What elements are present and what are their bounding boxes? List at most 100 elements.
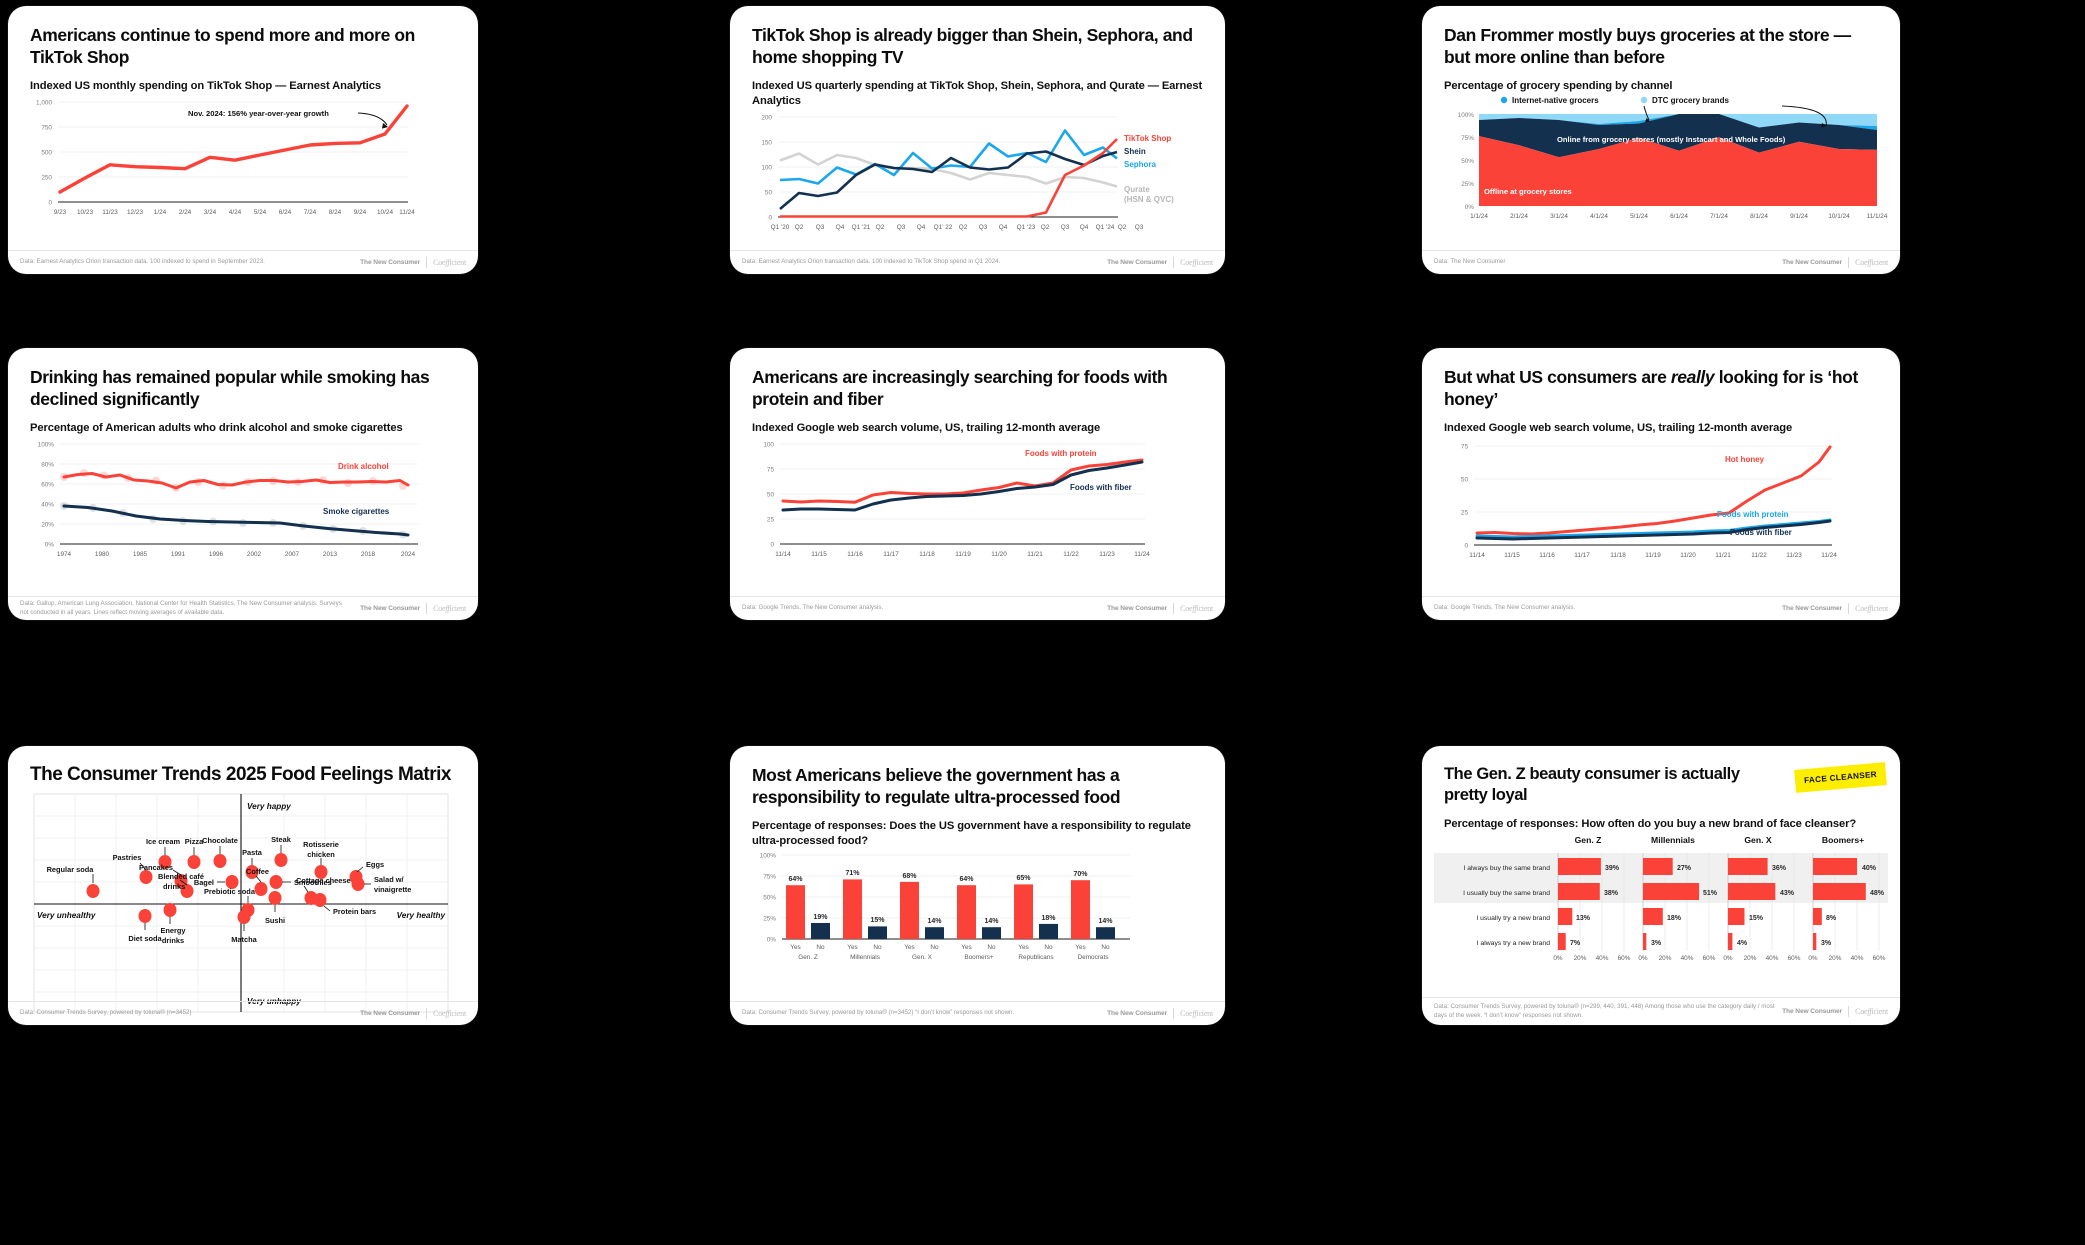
svg-text:13%: 13%: [1576, 915, 1591, 922]
svg-text:0: 0: [770, 541, 774, 548]
svg-text:5/1/24: 5/1/24: [1630, 213, 1648, 220]
svg-text:40%: 40%: [41, 501, 54, 508]
card-drinking-vs-smoking[interactable]: Drinking has remained popular while smok…: [8, 348, 478, 620]
card-subtitle: Indexed Google web search volume, US, tr…: [752, 422, 1101, 435]
svg-text:3/1/24: 3/1/24: [1550, 213, 1568, 220]
card-title: The Consumer Trends 2025 Food Feelings M…: [30, 764, 451, 785]
source-note: Data: Consumer Trends Survey, powered by…: [1434, 1002, 1775, 1019]
card-tiktok-vs-competitors[interactable]: TikTok Shop is already bigger than Shein…: [730, 6, 1225, 274]
svg-text:Q2: Q2: [795, 224, 804, 231]
svg-text:1/24: 1/24: [154, 209, 167, 216]
svg-text:60%: 60%: [1618, 955, 1631, 962]
divider: [426, 1008, 428, 1019]
legend-tiktok-shop: TikTok Shop: [1124, 134, 1171, 143]
divider: [1173, 257, 1175, 268]
svg-text:Q3: Q3: [897, 224, 906, 231]
divider: [426, 603, 428, 614]
card-tiktok-monthly-spend[interactable]: Americans continue to spend more and mor…: [8, 6, 478, 274]
point-regular-soda: [86, 884, 100, 898]
val-millennials-no: 15%: [870, 917, 885, 924]
svg-text:75%: 75%: [1461, 135, 1474, 142]
svg-text:750: 750: [41, 124, 52, 131]
leader-lines: [92, 845, 371, 931]
source-note: Data: Gallup, American Lung Association,…: [20, 599, 342, 616]
label-smoke-cigarettes: Smoke cigarettes: [323, 507, 390, 516]
divider: [426, 257, 428, 268]
svg-text:200: 200: [761, 114, 772, 121]
svg-text:50%: 50%: [1461, 158, 1474, 165]
svg-text:25: 25: [1461, 509, 1469, 516]
label-cottage-cheese: Cottage cheese: [296, 876, 351, 885]
svg-text:100%: 100%: [38, 441, 55, 448]
svg-text:8%: 8%: [1826, 915, 1837, 922]
point-chocolate: [213, 854, 227, 868]
svg-text:Q4: Q4: [999, 224, 1008, 231]
row-always-try-new: I always try a new brand: [1477, 940, 1551, 947]
point-energy-drinks: [163, 903, 177, 917]
divider: [1848, 257, 1850, 268]
y-axis-ticks: 75 50 25 0: [1461, 443, 1469, 549]
card-subtitle: Indexed Google web search volume, US, tr…: [1444, 422, 1793, 435]
legend-dot-internet-native: [1500, 96, 1508, 104]
point-diet-soda: [138, 909, 152, 923]
svg-text:40%: 40%: [1851, 955, 1864, 962]
svg-text:50: 50: [767, 491, 775, 498]
val-republicans-yes: 65%: [1016, 875, 1031, 882]
svg-text:1985: 1985: [133, 551, 148, 558]
x-axis-ticks: 9/23 10/23 11/23 12/23 1/24 2/24 3/24 4/…: [54, 209, 415, 216]
val-boomers-yes: 64%: [959, 876, 974, 883]
chart-line-protein-fiber: 100 75 50 25 0 Foods with protein Foods …: [730, 436, 1225, 571]
point-matcha: [237, 910, 251, 924]
svg-text:11/14: 11/14: [1469, 552, 1485, 559]
col-millennials: Millennials: [1651, 835, 1695, 845]
bars: [786, 879, 1115, 939]
source-note: Data: The New Consumer: [1434, 258, 1506, 265]
point-coffee: [254, 882, 268, 896]
label-hot-honey: Hot honey: [1725, 455, 1765, 464]
publisher-name: The New Consumer: [360, 605, 421, 612]
svg-text:7/1/24: 7/1/24: [1710, 213, 1728, 220]
card-grocery-spend-by-channel[interactable]: Dan Frommer mostly buys groceries at the…: [1422, 6, 1900, 274]
card-subtitle: Percentage of grocery spending by channe…: [1444, 80, 1673, 93]
quadrant-label-top: Very happy: [247, 802, 291, 811]
coefficient-logo: Coefficient: [433, 258, 466, 267]
svg-text:11/20: 11/20: [991, 551, 1007, 558]
svg-text:1980: 1980: [95, 551, 110, 558]
card-genz-beauty-loyalty[interactable]: FACE CLEANSER The Gen. Z beauty consumer…: [1422, 746, 1900, 1025]
bar-genx-always-buy: [1728, 858, 1768, 876]
svg-text:0%: 0%: [45, 541, 55, 548]
svg-text:7%: 7%: [1570, 940, 1581, 947]
series-shein: [779, 150, 1118, 210]
label-protein-bars: Protein bars: [333, 907, 376, 916]
chart-area-grocery: Internet-native grocers DTC grocery bran…: [1422, 94, 1900, 232]
svg-text:60%: 60%: [1873, 955, 1886, 962]
val-genz-yes: 64%: [788, 876, 803, 883]
svg-text:Q4: Q4: [1080, 224, 1089, 231]
bar-genz-no: [811, 922, 830, 939]
svg-text:No: No: [1044, 944, 1053, 951]
svg-text:Q4: Q4: [836, 224, 845, 231]
svg-text:4/1/24: 4/1/24: [1590, 213, 1608, 220]
legend-qurate-sub: (HSN & QVC): [1124, 195, 1174, 204]
svg-text:8/24: 8/24: [329, 209, 342, 216]
svg-text:25%: 25%: [1461, 181, 1474, 188]
card-upf-regulation[interactable]: Most Americans believe the government ha…: [730, 746, 1225, 1025]
card-food-feelings-matrix[interactable]: The Consumer Trends 2025 Food Feelings M…: [8, 746, 478, 1025]
card-hot-honey-search[interactable]: But what US consumers are really looking…: [1422, 348, 1900, 620]
svg-text:20%: 20%: [41, 521, 54, 528]
svg-text:Yes: Yes: [1018, 944, 1028, 951]
label-diet-soda: Diet soda: [128, 934, 162, 943]
svg-text:Q3: Q3: [979, 224, 988, 231]
svg-text:8/1/24: 8/1/24: [1750, 213, 1768, 220]
row-usually-try-new: I usually try a new brand: [1476, 915, 1550, 922]
col-boomers: Boomers+: [1822, 835, 1864, 845]
legend-arrow-internet-native: [1643, 105, 1650, 121]
x-axis-ticks: 1/1/24 2/1/24 3/1/24 4/1/24 5/1/24 6/1/2…: [1470, 213, 1888, 220]
svg-text:Q2: Q2: [876, 224, 885, 231]
bar-boomers-always-try: [1813, 933, 1817, 951]
bar-millennials-no: [868, 926, 887, 939]
coefficient-logo: Coefficient: [1180, 604, 1213, 613]
title-part-2: looking for is ‘hot honey’: [1444, 367, 1858, 410]
card-protein-fiber-search[interactable]: Americans are increasingly searching for…: [730, 348, 1225, 620]
publisher-name: The New Consumer: [1782, 1008, 1843, 1015]
